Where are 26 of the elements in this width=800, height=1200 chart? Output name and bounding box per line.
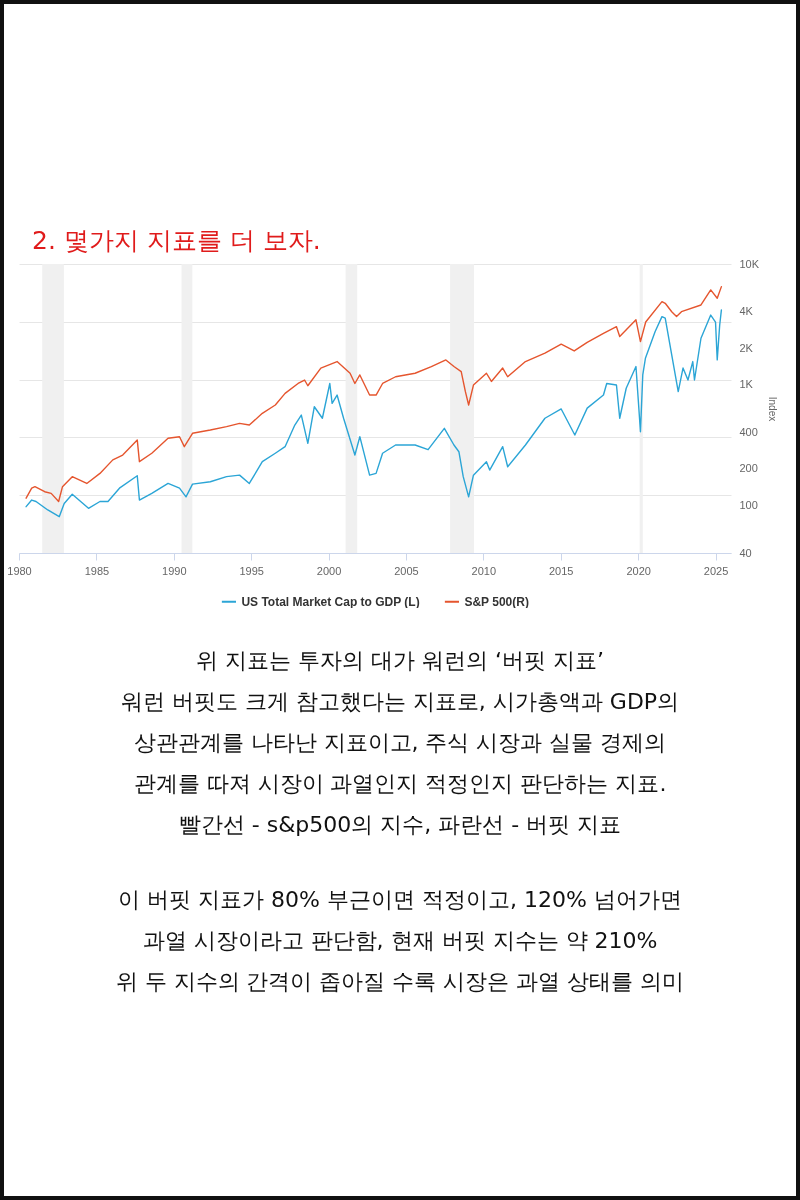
line-series [25,285,723,503]
chart-title: 2. 몇가지 지표를 더 보자. [32,225,321,257]
x-tick-label: 1990 [162,564,187,577]
text: 위 지표는 투자의 대가 워런의 ‘버핏 지표’ 워런 버핏도 크게 참고했다는 지표로, 시가총액과 GDP의 상관관계를 나타난 지표이고, 주식 시장과 실물 경제의 관계를 따져 시장이 과열인지 적정인지 판단하는 지표. 빨간선 - s&p500의 지수, 파란선 - 버핏 지표 [119,647,681,839]
y-tick-label: 40 [739,546,752,559]
y-tick-label: 200 [739,462,758,475]
x-tick-label: 1985 [84,564,110,577]
line-series [25,309,723,518]
x-tick-label: 2015 [549,564,574,577]
y-tick-label: 400 [739,425,758,438]
y-tick-label: 4K [739,305,754,318]
y-tick-label: 100 [739,498,758,511]
x-tick-label: 2025 [703,564,729,577]
text: 이 버핏 지표가 80% 부근이면 적정이고, 120% 넘어가면 과열 시장이라고 판단함, 현재 버핏 지수는 약 210% 위 두 지수의 간격이 좁아질 수록 시장은 과열 상태를 의미 [114,886,686,996]
y-tick-label: 1K [739,378,754,391]
legend-label: US Total Market Cap to GDP (L) [241,594,420,609]
y-tick-label: 10K [739,257,760,270]
x-tick-label: 1980 [7,564,32,577]
x-tick-label: 2000 [316,564,342,577]
x-tick-label: 2010 [471,564,497,577]
legend-label: S&P 500(R) [464,594,529,609]
y-tick-label: 2K [739,341,754,354]
x-tick-label: 1995 [239,564,264,577]
y-axis-title: Index [767,396,779,422]
x-tick-label: 2020 [626,564,651,577]
x-tick-label: 2005 [394,564,419,577]
